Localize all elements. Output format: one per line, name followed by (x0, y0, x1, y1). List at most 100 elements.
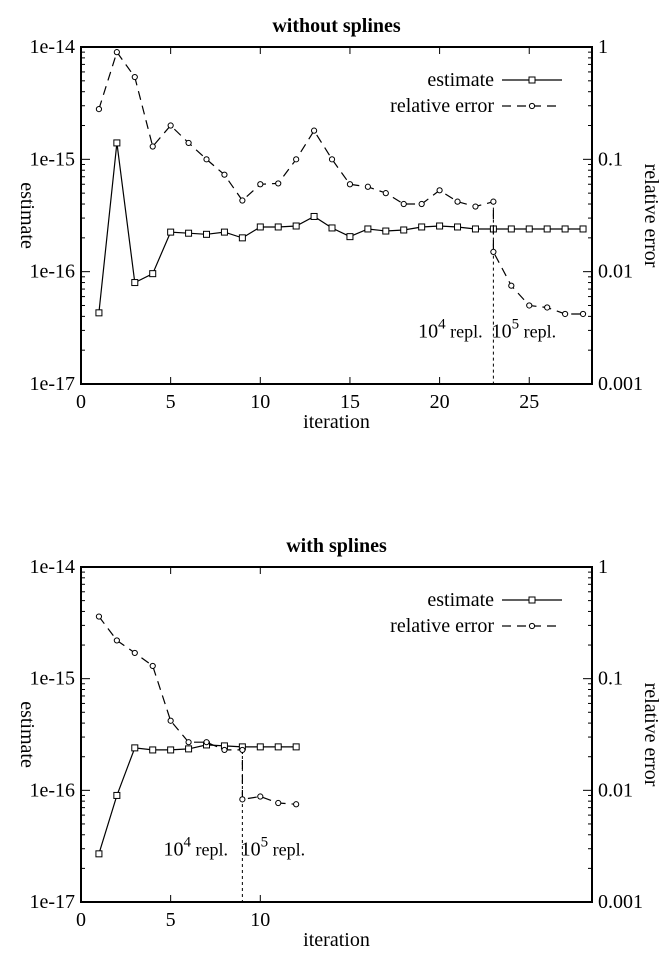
x-tick-label: 0 (76, 391, 86, 413)
data-point-estimate (525, 225, 533, 233)
data-point-relative-error (382, 190, 389, 197)
data-point-relative-error (562, 310, 569, 318)
data-point-estimate (507, 225, 515, 233)
legend-marker (528, 622, 536, 630)
data-point-relative-error (400, 200, 407, 208)
y-tick-label: 1e-17 (29, 373, 75, 395)
data-point-relative-error (239, 746, 246, 754)
series-line-estimate (98, 142, 583, 313)
data-point-relative-error (293, 156, 300, 163)
data-point-relative-error (490, 198, 497, 205)
data-point-relative-error (239, 796, 246, 803)
data-point-relative-error (328, 156, 336, 163)
y-tick-label: 1e-17 (29, 891, 75, 913)
data-point-estimate (131, 279, 139, 287)
y2-tick-label: 0.01 (598, 779, 633, 801)
data-point-relative-error (436, 187, 443, 194)
data-point-relative-error (310, 127, 318, 134)
y-axis-label: estimate (16, 182, 38, 249)
data-point-estimate (131, 744, 139, 752)
data-point-relative-error (490, 248, 497, 255)
plot-frame (80, 566, 593, 903)
x-tick-label: 25 (519, 391, 539, 413)
data-point-estimate (561, 225, 569, 233)
data-point-relative-error (454, 198, 461, 205)
chart-title: without splines (272, 15, 401, 37)
data-point-estimate (543, 225, 551, 233)
data-point-relative-error (544, 304, 551, 311)
data-point-estimate (454, 223, 462, 231)
data-point-relative-error (346, 181, 354, 188)
x-tick-label: 5 (166, 909, 176, 931)
x-tick-label: 0 (76, 909, 86, 931)
data-point-estimate (256, 743, 264, 751)
y2-tick-label: 0.01 (598, 261, 633, 283)
data-point-estimate (274, 743, 282, 751)
data-point-estimate (185, 745, 193, 753)
data-point-relative-error (275, 180, 282, 187)
y2-axis-label: relative error (640, 164, 662, 268)
data-point-estimate (220, 228, 228, 236)
data-point-estimate (113, 139, 121, 147)
data-point-relative-error (526, 302, 533, 309)
data-point-relative-error (203, 739, 210, 746)
data-point-estimate (185, 229, 193, 237)
data-point-estimate (346, 233, 354, 241)
data-point-relative-error (472, 203, 479, 210)
x-tick-label: 20 (430, 391, 450, 413)
data-point-relative-error (95, 613, 103, 620)
data-point-relative-error (95, 106, 103, 113)
data-point-estimate (256, 223, 264, 231)
x-tick-label: 5 (166, 391, 176, 413)
data-point-estimate (167, 228, 175, 236)
replication-annotation: 105 repl. (492, 316, 556, 342)
data-point-relative-error (185, 739, 192, 746)
data-point-estimate (579, 225, 587, 233)
y-tick-label: 1e-16 (29, 261, 75, 283)
data-point-relative-error (508, 282, 515, 289)
y-tick-label: 1e-15 (29, 668, 75, 690)
data-point-relative-error (203, 156, 210, 163)
data-point-relative-error (167, 717, 174, 724)
chart-title: with splines (286, 535, 387, 557)
data-point-estimate (292, 743, 300, 751)
data-point-relative-error (149, 662, 156, 670)
x-axis-label: iteration (303, 929, 370, 951)
data-point-estimate (382, 227, 390, 235)
y2-tick-label: 1 (598, 556, 608, 578)
legend-label: relative error (390, 95, 494, 117)
data-point-estimate (310, 212, 318, 220)
data-point-relative-error (131, 649, 138, 657)
data-point-estimate (364, 225, 372, 233)
y2-tick-label: 0.001 (598, 373, 643, 395)
data-point-estimate (149, 746, 157, 754)
y-tick-label: 1e-15 (29, 148, 75, 170)
legend-label: estimate (427, 589, 494, 611)
data-point-relative-error (257, 181, 264, 188)
legend-marker (528, 596, 536, 604)
legend-marker (528, 102, 536, 110)
y-axis-label: estimate (16, 701, 38, 768)
x-tick-label: 10 (250, 391, 270, 413)
data-point-estimate (95, 309, 103, 317)
data-point-estimate (203, 230, 211, 238)
y-tick-label: 1e-14 (29, 556, 75, 578)
data-point-relative-error (257, 793, 264, 800)
data-point-relative-error (579, 310, 587, 318)
legend-marker (528, 76, 536, 84)
data-point-relative-error (275, 799, 282, 807)
data-point-estimate (113, 791, 121, 799)
data-point-relative-error (149, 143, 156, 150)
data-point-estimate (328, 224, 336, 232)
data-point-relative-error (113, 49, 120, 56)
data-point-relative-error (221, 746, 228, 754)
data-point-estimate (238, 234, 246, 242)
plot-frame (80, 46, 593, 385)
replication-annotation: 104 repl. (164, 835, 228, 861)
replication-annotation: 105 repl. (241, 835, 305, 861)
y-tick-label: 1e-16 (29, 779, 75, 801)
data-point-relative-error (239, 197, 246, 204)
data-point-estimate (418, 223, 426, 231)
x-axis-label: iteration (303, 411, 370, 433)
